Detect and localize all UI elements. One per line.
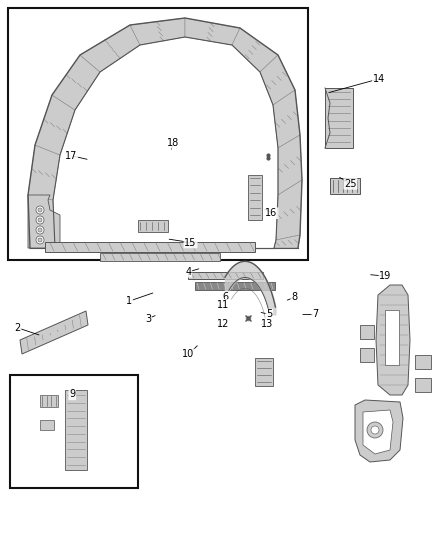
Bar xyxy=(325,88,353,148)
Polygon shape xyxy=(232,28,278,72)
Bar xyxy=(385,310,399,365)
Circle shape xyxy=(38,228,42,232)
Polygon shape xyxy=(355,400,403,462)
Circle shape xyxy=(38,218,42,222)
Text: 5: 5 xyxy=(266,310,272,319)
Bar xyxy=(248,175,262,220)
Bar xyxy=(415,355,431,369)
Bar xyxy=(8,8,308,260)
Bar xyxy=(65,390,87,470)
Text: 6: 6 xyxy=(223,293,229,302)
Text: 3: 3 xyxy=(145,314,151,324)
Polygon shape xyxy=(185,18,240,45)
Circle shape xyxy=(38,238,42,242)
Text: 7: 7 xyxy=(312,310,318,319)
Circle shape xyxy=(371,426,379,434)
Polygon shape xyxy=(363,410,393,454)
Polygon shape xyxy=(278,135,302,195)
Text: 25: 25 xyxy=(344,179,357,189)
Circle shape xyxy=(36,216,44,224)
Text: 1: 1 xyxy=(126,296,132,306)
Text: 18: 18 xyxy=(167,138,179,148)
Bar xyxy=(330,178,360,194)
Bar xyxy=(138,220,168,232)
Bar xyxy=(188,272,263,279)
Text: 9: 9 xyxy=(69,390,75,399)
Polygon shape xyxy=(28,145,60,200)
Text: 16: 16 xyxy=(265,208,278,218)
Text: 13: 13 xyxy=(261,319,273,329)
Polygon shape xyxy=(28,195,55,248)
Polygon shape xyxy=(260,55,295,105)
Polygon shape xyxy=(130,18,185,45)
Text: 17: 17 xyxy=(65,151,77,160)
Bar xyxy=(45,242,255,252)
Text: 10: 10 xyxy=(182,350,194,359)
Text: 2: 2 xyxy=(14,323,21,333)
Polygon shape xyxy=(376,285,410,395)
Polygon shape xyxy=(52,55,100,110)
Bar xyxy=(40,395,58,407)
Bar xyxy=(360,348,374,362)
Bar xyxy=(10,375,138,488)
Polygon shape xyxy=(274,235,300,248)
Polygon shape xyxy=(80,25,140,72)
Polygon shape xyxy=(276,180,302,240)
Bar xyxy=(40,420,54,430)
Circle shape xyxy=(36,206,44,214)
Text: 15: 15 xyxy=(184,238,197,247)
Text: 12: 12 xyxy=(217,319,230,329)
Polygon shape xyxy=(20,311,88,354)
Text: 8: 8 xyxy=(291,293,297,302)
Polygon shape xyxy=(35,95,75,155)
Bar xyxy=(360,325,374,339)
Circle shape xyxy=(38,208,42,212)
Circle shape xyxy=(36,226,44,234)
Text: 11: 11 xyxy=(217,300,230,310)
Text: 19: 19 xyxy=(379,271,392,281)
Bar xyxy=(415,378,431,392)
Polygon shape xyxy=(273,90,300,148)
Polygon shape xyxy=(28,195,60,248)
Circle shape xyxy=(36,236,44,244)
Bar xyxy=(100,253,220,261)
Text: 4: 4 xyxy=(185,267,191,277)
Text: 14: 14 xyxy=(373,74,385,84)
Bar xyxy=(195,282,275,290)
Circle shape xyxy=(367,422,383,438)
Bar xyxy=(255,358,273,386)
